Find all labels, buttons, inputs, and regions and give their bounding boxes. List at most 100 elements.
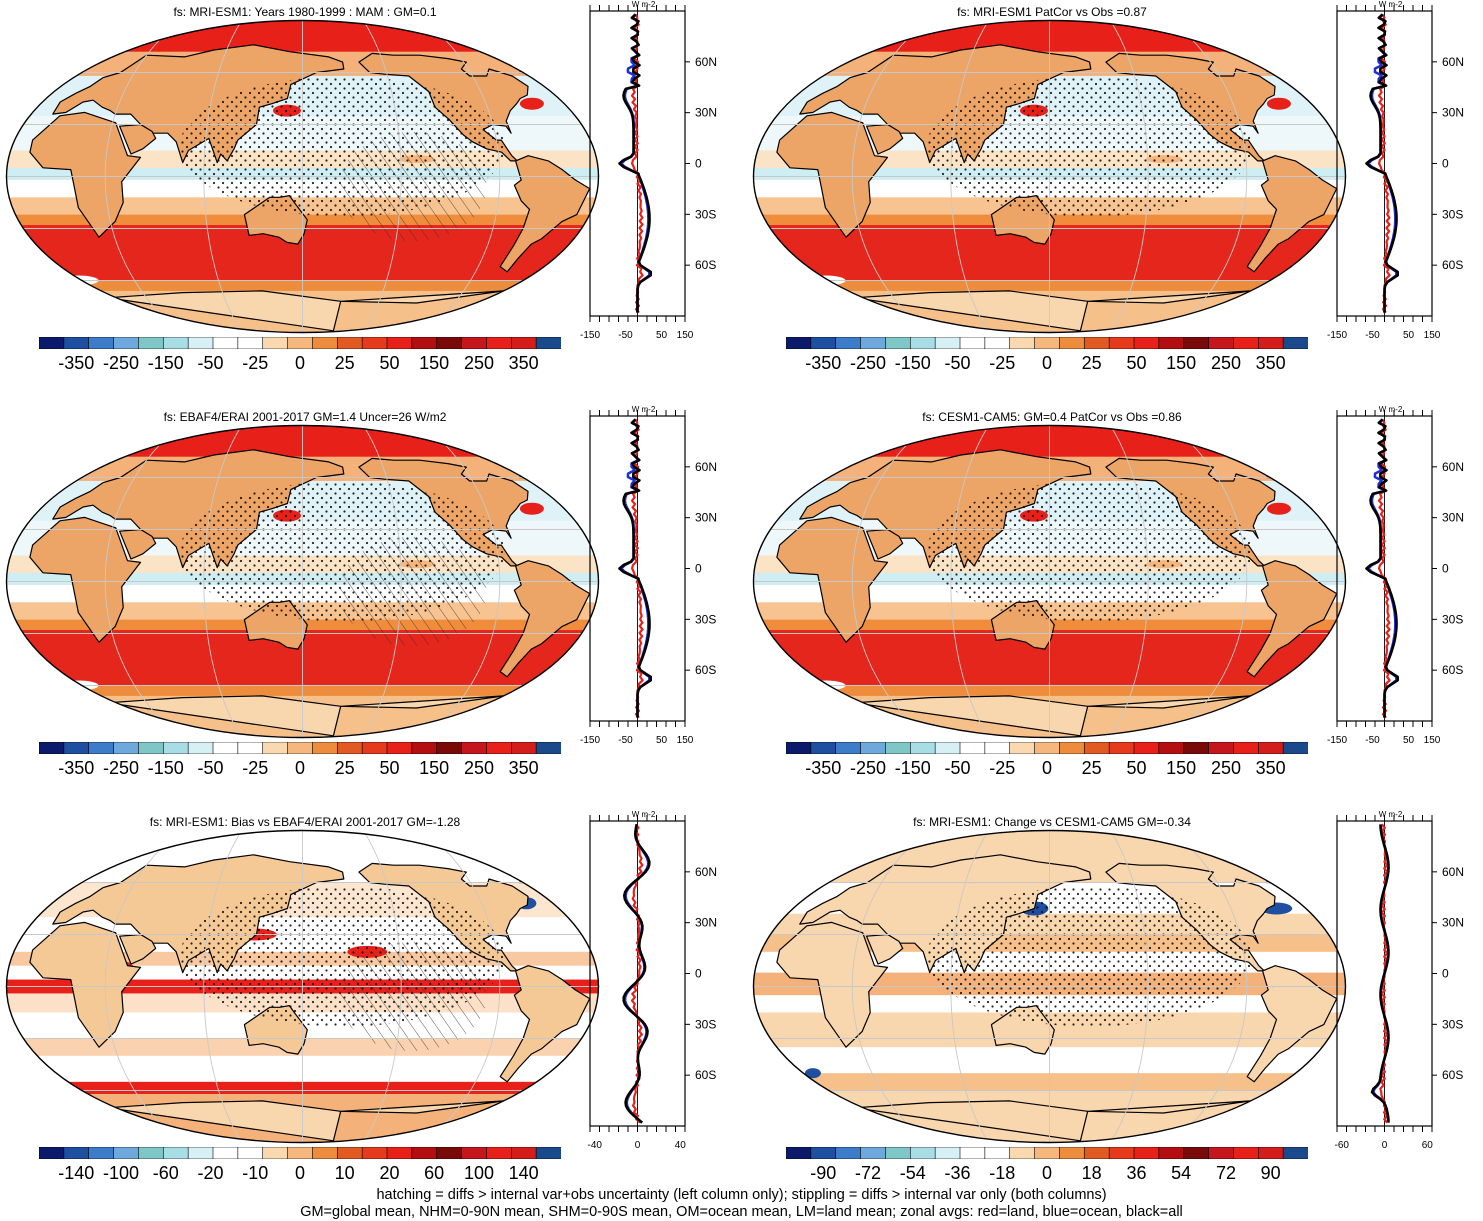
map — [752, 424, 1347, 739]
colorbar-swatch — [810, 336, 837, 350]
colorbar-swatch — [138, 741, 164, 755]
colorbar-swatch — [959, 1146, 986, 1160]
colorbar-swatch — [959, 336, 986, 350]
colorbar-labels: -350 -250 -150 -50 -25 0 25 50 150 250 350 — [786, 758, 1308, 780]
zonal-lat-label: 30N — [695, 106, 717, 120]
panel-title: fs: MRI-ESM1 PatCor vs Obs =0.87 — [957, 5, 1147, 19]
zonal-x-tick-label: 50 — [656, 735, 668, 746]
zonal-mean-plot: W m-2 60N 30N 0 30S 60S -150 -50 50 150 — [1327, 405, 1483, 756]
panel-mri-patcor: fs: MRI-ESM1 PatCor vs Obs =0.87 -350 -25… — [752, 0, 1464, 395]
continent-antarctica — [106, 695, 342, 737]
zonal-x-tick-label: -150 — [1327, 330, 1347, 341]
zonal-lat-label: 60S — [695, 258, 716, 272]
hatching-overlay — [338, 941, 487, 1052]
colorbar-tick-label: -150 — [147, 758, 184, 778]
zonal-lat-label: 30S — [1442, 1017, 1463, 1031]
colorbar-tick-label: 50 — [1126, 758, 1147, 778]
map-border — [5, 19, 600, 334]
zonal-lat-label: 60S — [1442, 258, 1463, 272]
colorbar — [785, 336, 1309, 350]
zonal-x-tick-label: -50 — [1365, 735, 1380, 746]
colorbar-swatch — [909, 1146, 936, 1160]
map-border — [5, 829, 600, 1144]
footer-means-note: GM=global mean, NHM=0-90N mean, SHM=0-90… — [300, 1204, 1183, 1220]
colorbar-swatch — [835, 1146, 862, 1160]
colorbar-swatch — [113, 1146, 140, 1160]
map — [5, 424, 600, 739]
map-border — [752, 424, 1347, 739]
continent-greenland — [825, 437, 847, 461]
colorbar-swatch — [237, 336, 264, 350]
colorbar-swatch — [113, 741, 140, 755]
footer-hatching-note: hatching = diffs > internal var+obs unce… — [376, 1187, 1107, 1203]
graticule — [753, 830, 1346, 1143]
zonal-x-tick-label: -150 — [580, 330, 600, 341]
colorbar-swatch — [1108, 336, 1135, 350]
colorbar-swatch — [386, 741, 413, 755]
panel-mri-mam: fs: MRI-ESM1: Years 1980-1999 : MAM : GM… — [5, 0, 717, 395]
anomaly-blob — [1266, 502, 1291, 515]
colorbar-swatch — [237, 1146, 264, 1160]
colorbar-swatch — [212, 336, 239, 350]
colorbar-swatch — [486, 1146, 512, 1160]
colorbar-swatch — [1183, 1146, 1210, 1160]
colorbar-tick-label: 54 — [1171, 1163, 1192, 1183]
zonal-units-label: W m-2 — [632, 0, 656, 9]
colorbar-swatch — [38, 741, 65, 755]
colorbar-tick-label: -25 — [989, 353, 1016, 373]
colorbar-swatch — [461, 336, 488, 350]
colorbar-swatch — [461, 741, 488, 755]
colorbar-tick-label: 18 — [1081, 1163, 1102, 1183]
continent-greenland — [825, 842, 847, 866]
colorbar-swatch — [835, 741, 862, 755]
colorbar-tick-label: -10 — [242, 1163, 269, 1183]
colorbar-swatch — [138, 336, 164, 350]
colorbar-swatch — [262, 1146, 289, 1160]
zonal-x-tick-label: -50 — [618, 330, 633, 341]
zonal-lat-label: 30S — [695, 1017, 716, 1031]
colorbar-swatch — [510, 741, 537, 755]
zonal-lat-label: 60N — [1442, 865, 1464, 879]
continent-greenland — [78, 437, 100, 461]
colorbar-swatch — [287, 1146, 314, 1160]
colorbar-tick-label: -250 — [849, 758, 887, 778]
zonal-lat-label: 30S — [1442, 612, 1463, 626]
map-border — [5, 424, 600, 739]
continent-africa — [29, 516, 142, 643]
map — [5, 19, 600, 334]
zonal-x-tick-label: -50 — [618, 735, 633, 746]
colorbar-swatch — [336, 336, 363, 350]
colorbar-swatch — [810, 741, 837, 755]
colorbar-swatch — [1108, 1146, 1135, 1160]
colorbar-swatch — [312, 336, 338, 350]
anomaly-blob — [1266, 97, 1291, 110]
zonal-mean-plot: W m-2 60N 30N 0 30S 60S -150 -50 50 150 — [1327, 0, 1483, 351]
colorbar-swatch — [113, 336, 140, 350]
anomaly-blob — [34, 1072, 59, 1081]
colorbar-tick-label: -25 — [242, 758, 269, 778]
colorbar-swatch — [187, 741, 214, 755]
continent-antarctica — [106, 290, 342, 332]
colorbar-swatch — [510, 336, 537, 350]
colorbar-swatch — [1108, 741, 1135, 755]
colorbar-swatch — [1282, 741, 1309, 755]
colorbar-swatch — [1158, 741, 1185, 755]
colorbar-swatch — [1257, 336, 1284, 350]
zonal-lat-label: 0 — [1442, 967, 1449, 981]
zonal-mean-plot: W m-2 60N 30N 0 30S 60S -40 0 40 — [588, 810, 740, 1161]
colorbar-tick-label: 350 — [508, 353, 539, 373]
colorbar-swatch — [1257, 1146, 1284, 1160]
colorbar-swatch — [1133, 336, 1160, 350]
colorbar-tick-label: 25 — [334, 758, 355, 778]
panel-bias: fs: MRI-ESM1: Bias vs EBAF4/ERAI 2001-20… — [5, 810, 717, 1205]
colorbar-swatch — [909, 336, 936, 350]
colorbar-tick-label: -250 — [849, 353, 887, 373]
colorbar-swatch — [486, 336, 512, 350]
colorbar-swatch — [885, 1146, 911, 1160]
zonal-lat-label: 30N — [695, 916, 717, 930]
colorbar-tick-label: 0 — [1041, 758, 1053, 778]
zonal-units-label: W m-2 — [1379, 405, 1403, 414]
colorbar-swatch — [835, 336, 862, 350]
colorbar-swatch — [411, 336, 438, 350]
colorbar-swatch — [984, 1146, 1011, 1160]
